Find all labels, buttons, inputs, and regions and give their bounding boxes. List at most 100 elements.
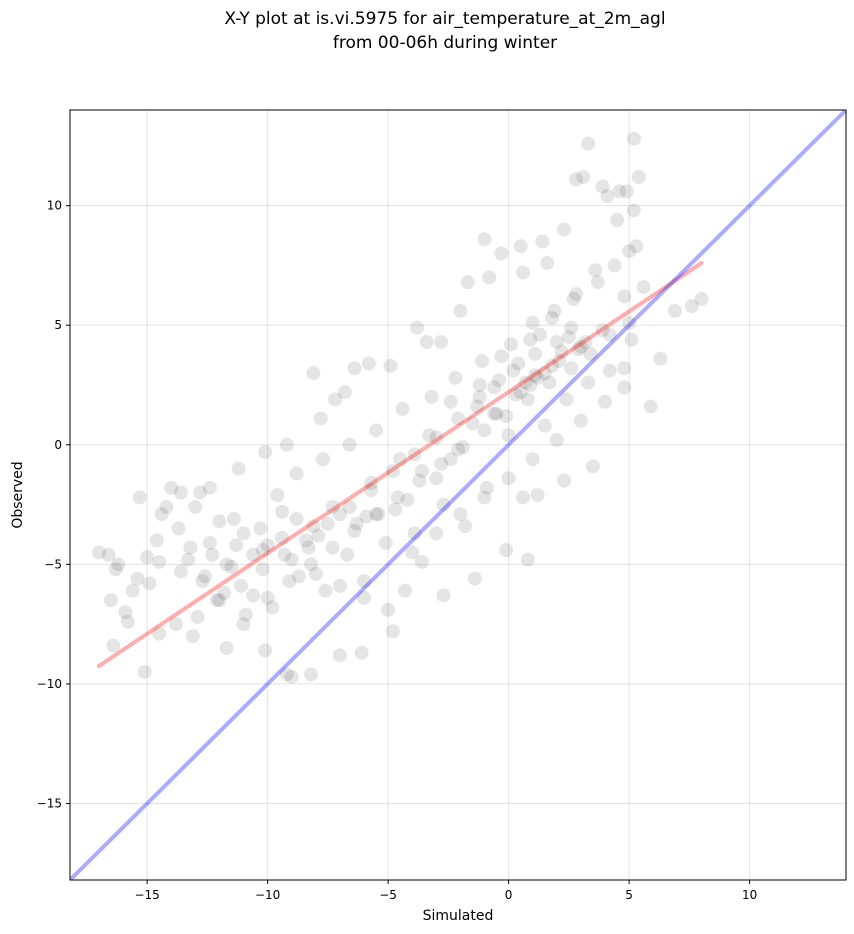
- data-point: [325, 499, 340, 514]
- data-point: [103, 593, 118, 608]
- data-point: [513, 385, 528, 400]
- data-point: [470, 399, 485, 414]
- data-point: [499, 543, 514, 557]
- y-tick-label: −15: [37, 796, 62, 810]
- data-point: [487, 406, 502, 421]
- data-point: [313, 411, 328, 426]
- y-tick-label: 5: [54, 318, 62, 332]
- data-point: [231, 461, 246, 476]
- data-point: [455, 440, 470, 455]
- data-point: [190, 609, 205, 624]
- data-point: [434, 456, 449, 471]
- data-point: [132, 490, 147, 505]
- data-point: [332, 648, 347, 663]
- data-point: [142, 576, 157, 591]
- data-point: [537, 418, 552, 433]
- data-point: [626, 203, 641, 218]
- data-point: [101, 547, 116, 562]
- data-point: [506, 363, 521, 378]
- data-point: [598, 394, 613, 409]
- data-point: [303, 557, 318, 572]
- data-point: [306, 366, 321, 381]
- data-point: [173, 485, 188, 500]
- data-point: [520, 552, 535, 567]
- data-point: [325, 540, 340, 555]
- data-point: [316, 452, 331, 467]
- data-point: [140, 550, 155, 565]
- data-point: [513, 239, 528, 254]
- data-point: [342, 437, 357, 452]
- data-point: [400, 492, 415, 507]
- data-point: [422, 428, 437, 443]
- data-point: [458, 519, 473, 534]
- data-point: [540, 256, 555, 271]
- data-point: [219, 557, 234, 572]
- data-point: [219, 641, 234, 656]
- data-point: [236, 617, 251, 632]
- data-point: [479, 480, 494, 495]
- chart-title-line-1: X-Y plot at is.vi.5975 for air_temperatu…: [224, 9, 665, 29]
- data-point: [561, 330, 576, 345]
- data-point: [460, 275, 475, 290]
- data-point: [149, 533, 164, 548]
- data-point: [342, 499, 357, 514]
- data-point: [569, 172, 584, 187]
- data-point: [443, 394, 458, 409]
- data-point: [159, 499, 174, 514]
- data-point: [185, 629, 200, 644]
- data-point: [347, 523, 362, 538]
- data-point: [451, 411, 465, 426]
- data-point: [528, 346, 543, 361]
- data-point: [361, 356, 376, 371]
- data-point: [494, 349, 509, 364]
- data-point: [393, 452, 408, 467]
- data-point: [212, 514, 227, 529]
- data-point: [299, 533, 314, 548]
- data-point: [499, 409, 514, 424]
- data-point: [467, 571, 482, 586]
- data-point: [622, 315, 637, 330]
- data-point: [410, 320, 425, 335]
- data-point: [573, 413, 588, 428]
- data-point: [289, 466, 304, 481]
- x-tick-label: −15: [134, 888, 159, 902]
- data-point: [347, 361, 362, 376]
- data-point: [581, 375, 596, 390]
- data-point: [395, 401, 410, 416]
- data-point: [667, 303, 682, 318]
- data-point: [383, 358, 398, 373]
- data-point: [260, 590, 275, 605]
- data-point: [626, 131, 641, 146]
- data-point: [320, 516, 335, 531]
- fit-lines: [70, 110, 846, 880]
- data-point: [595, 179, 610, 194]
- data-point: [617, 289, 632, 304]
- data-point: [371, 507, 386, 522]
- data-point: [552, 354, 567, 369]
- data-point: [260, 538, 275, 553]
- data-point: [246, 547, 261, 562]
- x-axis-label: Simulated: [423, 908, 494, 924]
- data-point: [595, 323, 610, 337]
- data-point: [210, 593, 225, 608]
- data-point: [544, 311, 559, 326]
- data-point: [600, 189, 615, 204]
- data-point: [364, 476, 379, 491]
- data-point: [588, 263, 603, 278]
- data-point: [369, 507, 384, 522]
- x-tick-label: 5: [625, 888, 633, 902]
- data-point: [501, 428, 516, 443]
- data-point: [511, 356, 526, 371]
- data-point: [525, 452, 540, 467]
- data-point: [451, 442, 465, 457]
- x-tick-label: 10: [742, 888, 757, 902]
- data-point: [491, 373, 506, 388]
- data-point: [275, 504, 290, 519]
- data-point: [684, 299, 699, 314]
- data-point: [236, 526, 251, 541]
- data-point: [453, 303, 468, 318]
- data-point: [340, 547, 355, 562]
- data-point: [385, 464, 400, 479]
- data-point: [279, 437, 294, 452]
